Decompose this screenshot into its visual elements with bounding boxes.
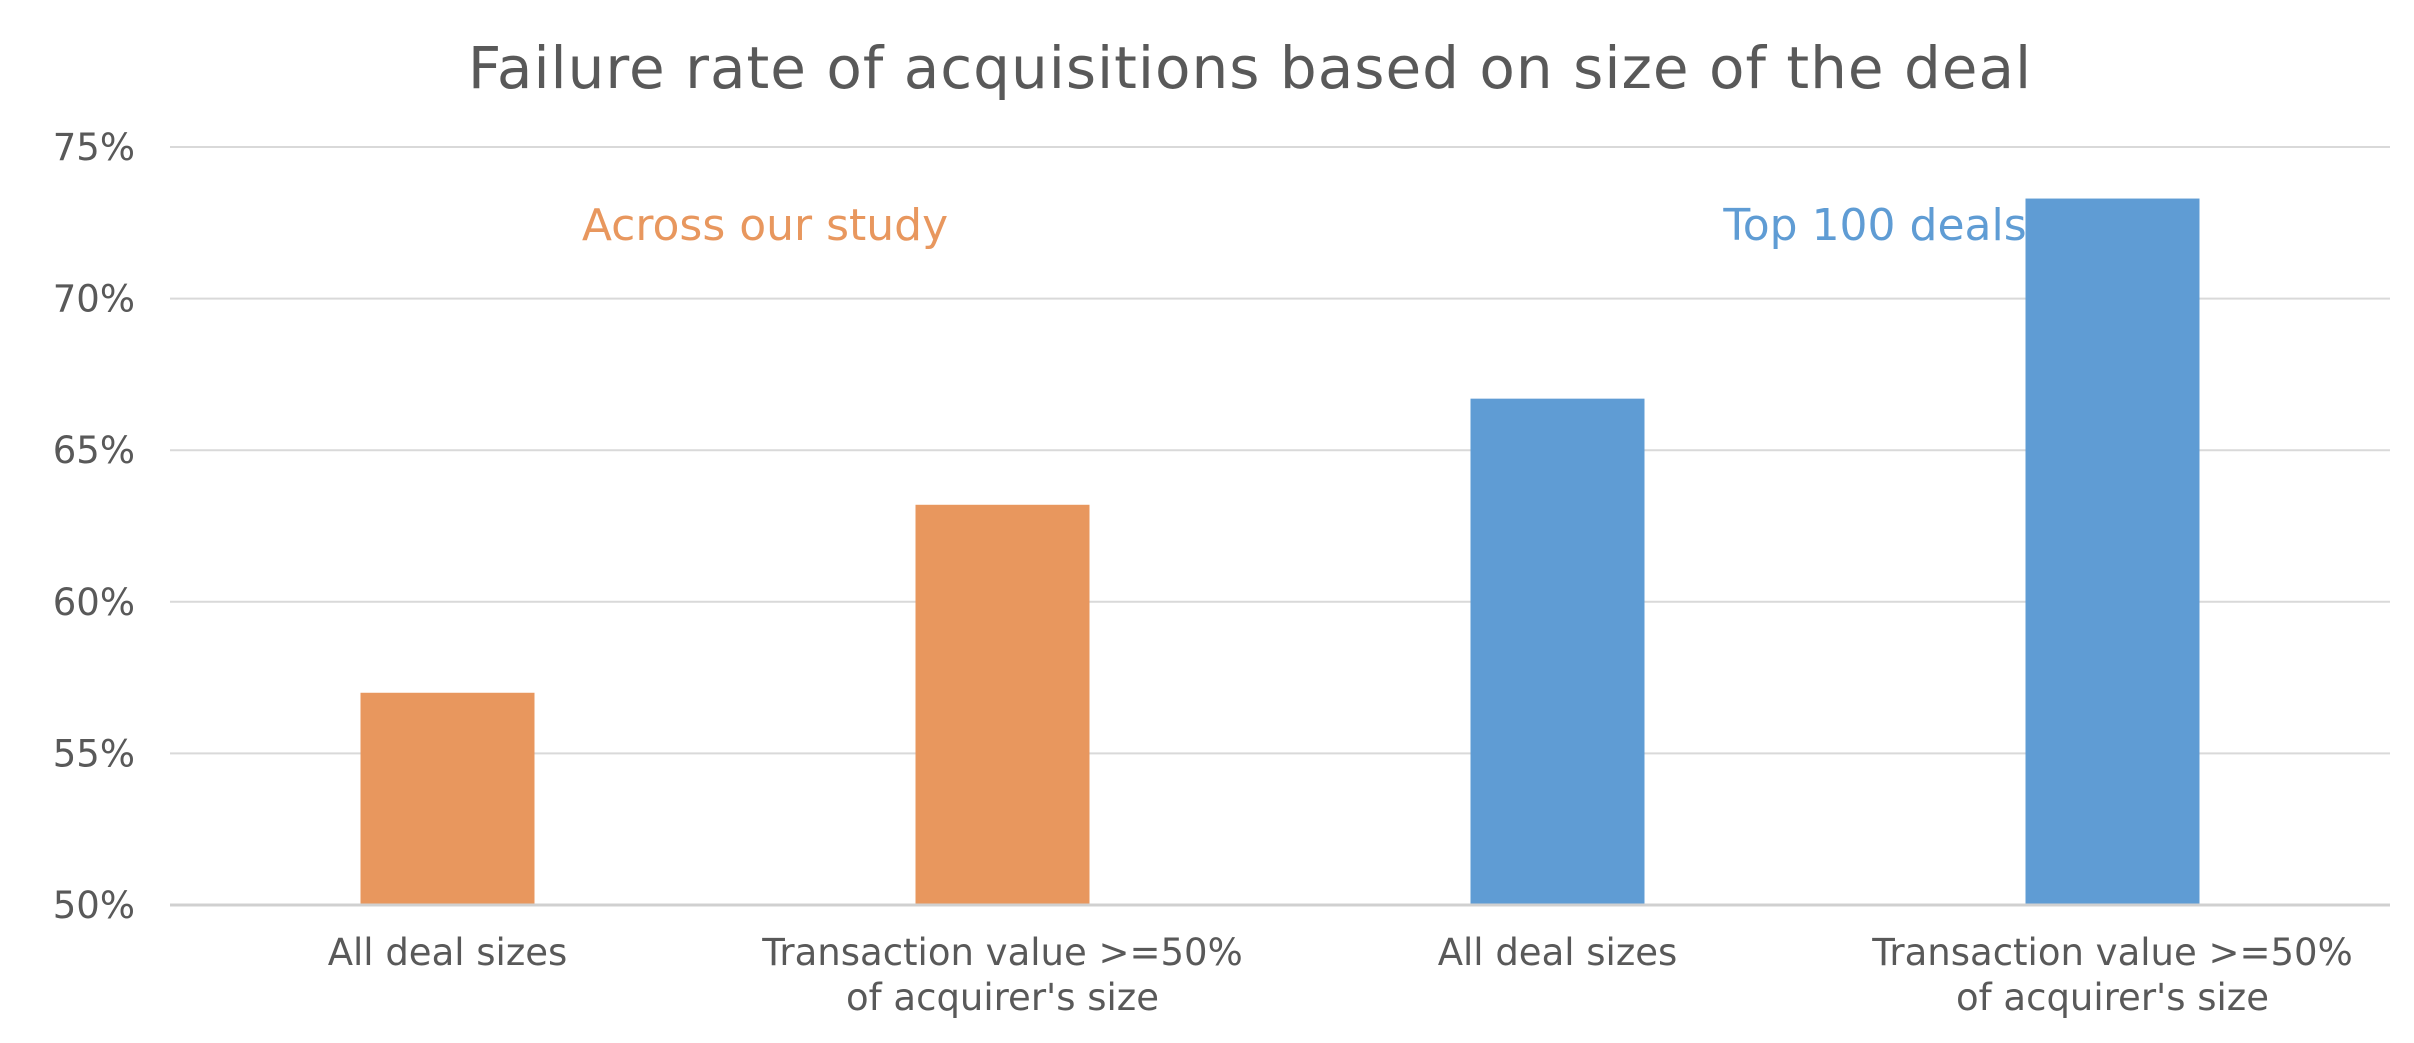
- bar: [2025, 198, 2200, 905]
- x-tick-label: Transaction value >=50% of acquirer's siz…: [761, 931, 1243, 1019]
- group-annotation: Top 100 deals: [1722, 200, 2026, 251]
- gridlines: [170, 146, 2390, 755]
- x-axis-tick-labels: All deal sizes Transaction value >=50% of …: [328, 931, 2353, 1019]
- x-tick-label-line: of acquirer's size: [1956, 976, 2269, 1019]
- x-tick-label: Transaction value >=50% of acquirer's siz…: [1871, 931, 2353, 1019]
- x-tick-label: All deal sizes: [1438, 931, 1678, 974]
- y-tick-label: 75%: [53, 126, 135, 169]
- bars: [360, 198, 2200, 905]
- x-tick-label-line: Transaction value >=50%: [761, 931, 1243, 974]
- bar: [360, 692, 535, 905]
- bar: [1470, 398, 1645, 905]
- x-tick-label: All deal sizes: [328, 931, 568, 974]
- y-axis-tick-labels: 50% 55% 60% 65% 70% 75%: [53, 126, 135, 927]
- y-tick-label: 50%: [53, 884, 135, 927]
- x-tick-label-line: of acquirer's size: [846, 976, 1159, 1019]
- y-tick-label: 55%: [53, 732, 135, 775]
- x-tick-label-line: All deal sizes: [328, 931, 568, 974]
- x-tick-label-line: Transaction value >=50%: [1871, 931, 2353, 974]
- y-tick-label: 60%: [53, 581, 135, 624]
- x-tick-label-line: All deal sizes: [1438, 931, 1678, 974]
- y-tick-label: 70%: [53, 278, 135, 321]
- group-annotations: Across our study Top 100 deals: [582, 200, 2027, 251]
- chart-title: Failure rate of acquisitions based on si…: [468, 34, 2032, 102]
- y-tick-label: 65%: [53, 429, 135, 472]
- bar: [915, 504, 1090, 905]
- group-annotation: Across our study: [582, 200, 948, 251]
